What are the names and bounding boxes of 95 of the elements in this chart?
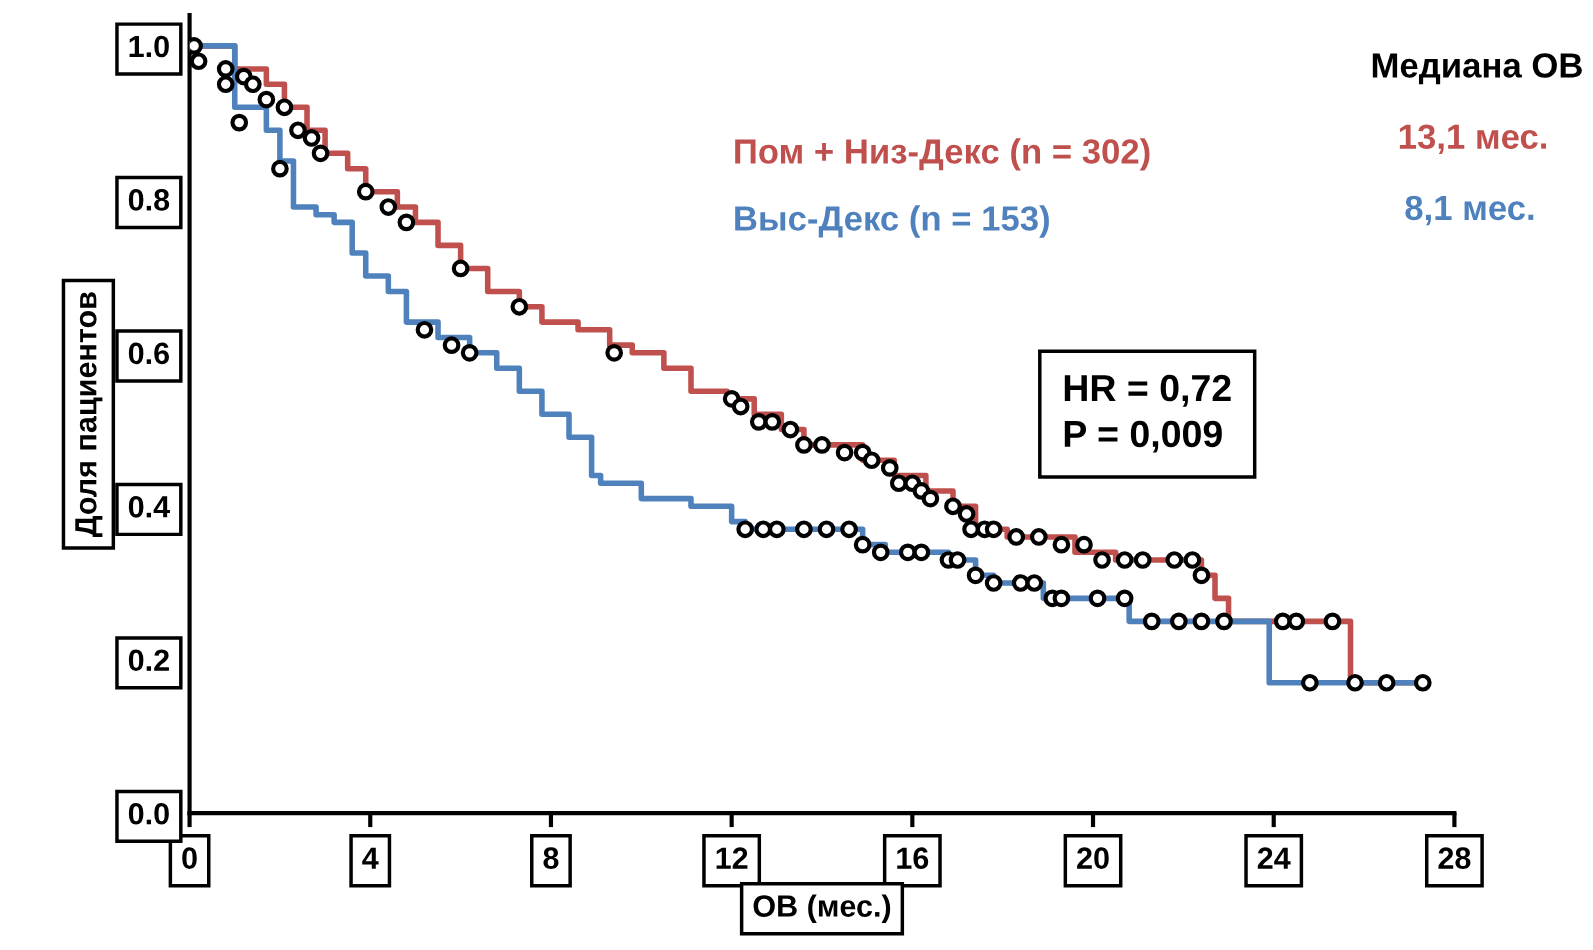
point — [311, 144, 330, 163]
y-tick-label: 0.2 — [128, 649, 169, 672]
y-tick-label: 0.4 — [128, 496, 170, 518]
x-tick-label: 12 — [716, 847, 748, 869]
point — [356, 182, 375, 201]
point — [871, 543, 890, 562]
y-tick-label: 1.0 — [129, 35, 169, 58]
point — [257, 90, 276, 109]
point — [921, 489, 940, 508]
point — [1301, 673, 1319, 692]
point — [1115, 551, 1134, 569]
point — [795, 436, 813, 454]
point — [1192, 612, 1211, 631]
point — [1215, 612, 1233, 631]
point — [813, 436, 831, 454]
point — [1287, 612, 1306, 631]
point — [898, 543, 917, 562]
point — [442, 336, 461, 354]
point — [605, 343, 624, 362]
point — [275, 98, 294, 117]
x-axis-title: ОВ (мес.) — [753, 894, 891, 923]
point — [1142, 612, 1161, 631]
point — [957, 505, 976, 523]
point — [397, 213, 416, 232]
point — [1029, 528, 1048, 546]
point — [862, 451, 881, 470]
point — [1346, 673, 1364, 692]
text: Выс-Декс (n = 153) — [735, 205, 1049, 238]
point — [1052, 535, 1071, 554]
point — [984, 520, 1003, 539]
point — [271, 159, 289, 178]
point — [944, 497, 962, 516]
annotation: 8,1 мес. — [1405, 195, 1534, 226]
point — [736, 520, 755, 539]
y-tick-label: 0.8 — [128, 189, 170, 211]
point — [1052, 589, 1071, 608]
point — [1025, 574, 1044, 592]
point — [880, 459, 899, 477]
point — [749, 413, 768, 431]
x-tick-label: 24 — [1257, 847, 1291, 869]
x-tick-label: 20 — [1077, 847, 1109, 869]
point — [731, 397, 750, 416]
point — [302, 129, 321, 147]
point — [1133, 551, 1152, 569]
annotation: P = 0,009 — [1064, 420, 1222, 453]
annotation: Медиана ОВ — [1372, 53, 1582, 85]
x-tick-label: 28 — [1438, 847, 1471, 869]
point — [763, 413, 782, 431]
point — [1165, 551, 1184, 569]
point — [853, 535, 872, 554]
point — [948, 551, 967, 569]
point — [1273, 612, 1292, 631]
point — [795, 520, 813, 539]
point — [889, 474, 908, 493]
point — [1323, 612, 1342, 631]
point — [451, 259, 470, 278]
point — [840, 520, 858, 539]
annotation: 13,1 мес. — [1399, 124, 1547, 155]
point — [216, 75, 235, 94]
y-tick-label: 0.6 — [128, 342, 170, 365]
point — [230, 113, 249, 132]
y-axis-title: Доля пациентов — [75, 292, 103, 538]
x-tick-label: 0 — [182, 847, 197, 869]
y-tick-label: 0.0 — [128, 802, 169, 825]
text: Пом + Низ-Декс (n = 302) — [735, 138, 1150, 171]
point — [781, 420, 800, 439]
point — [817, 520, 836, 539]
point — [912, 543, 931, 562]
point — [966, 566, 985, 585]
point — [1115, 589, 1134, 608]
point — [1183, 551, 1202, 569]
point — [1011, 574, 1030, 592]
point — [216, 60, 235, 78]
point — [1377, 673, 1396, 692]
point — [1170, 612, 1188, 631]
point — [460, 343, 479, 362]
point — [415, 320, 434, 339]
point — [962, 520, 980, 539]
point — [189, 52, 208, 71]
point — [379, 198, 398, 216]
point — [1088, 589, 1107, 608]
x-tick-label: 4 — [362, 847, 379, 869]
point — [289, 121, 307, 140]
point — [1413, 673, 1432, 692]
point — [510, 297, 529, 316]
point — [243, 75, 262, 94]
point — [1093, 551, 1111, 569]
point — [835, 443, 854, 462]
point — [1075, 535, 1093, 554]
point — [1007, 528, 1026, 546]
point — [1192, 566, 1211, 585]
x-tick-label: 8 — [543, 847, 559, 869]
x-tick-label: 16 — [897, 847, 929, 869]
point — [984, 574, 1003, 592]
annotation: HR = 0,72 — [1064, 374, 1231, 407]
